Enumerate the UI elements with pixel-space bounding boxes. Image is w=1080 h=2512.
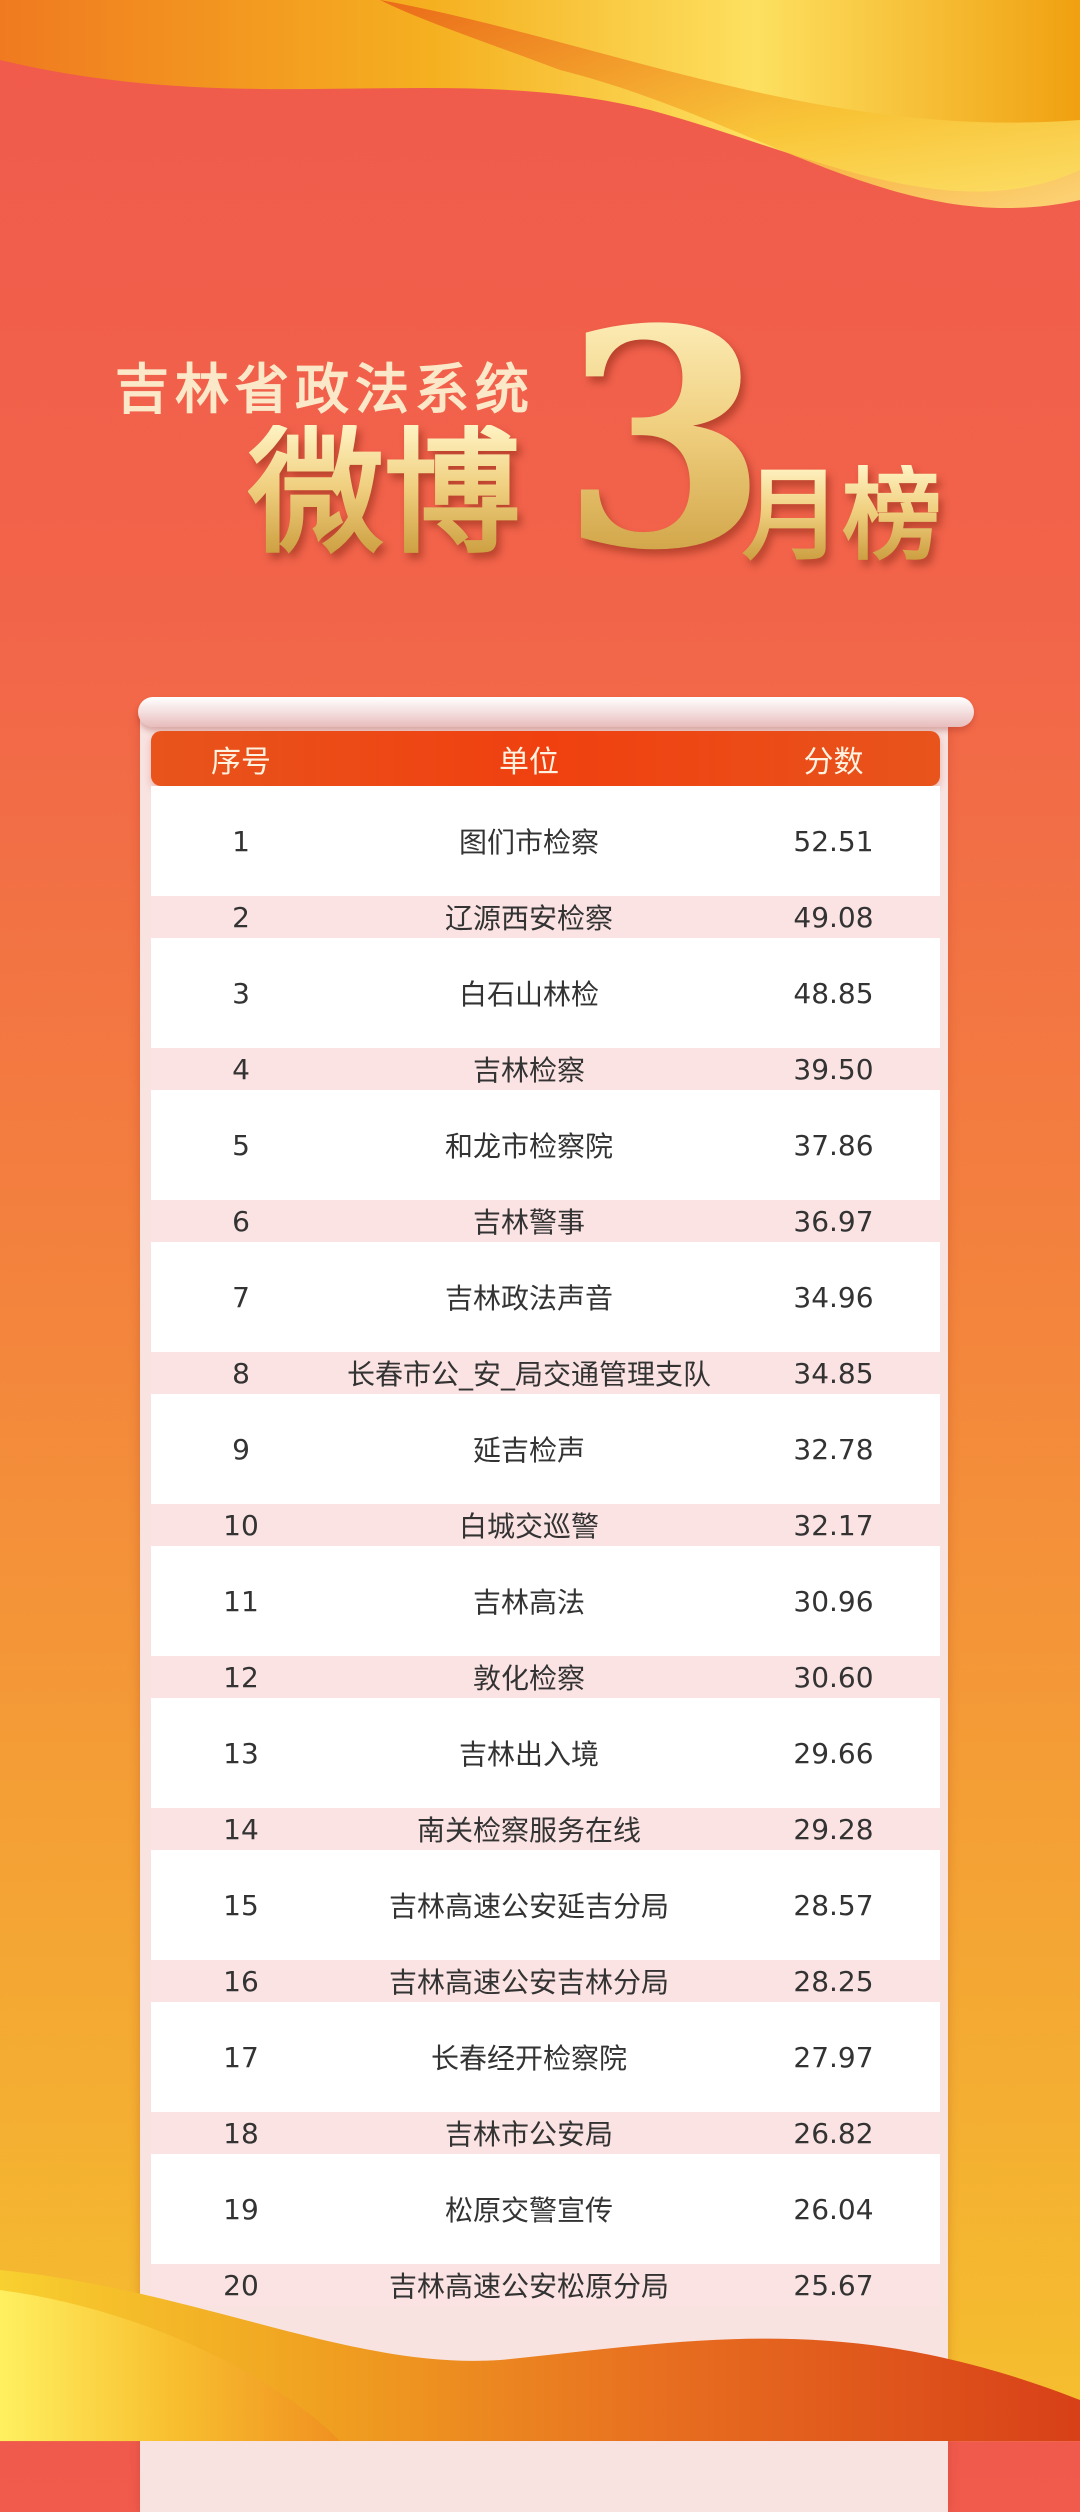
rank-cell: 15 bbox=[223, 1888, 259, 1922]
rank-cell: 8 bbox=[232, 1356, 250, 1390]
unit-cell: 敦化检察 bbox=[472, 1662, 585, 1695]
unit-cell: 白石山林检 bbox=[458, 978, 599, 1011]
rank-cell: 14 bbox=[223, 1812, 259, 1846]
unit-cell: 吉林高速公安延吉分局 bbox=[388, 1890, 669, 1923]
scroll-rod bbox=[138, 697, 974, 727]
score-cell: 27.97 bbox=[793, 2040, 874, 2074]
table-row: 17 长春经开检察院 27.97 bbox=[151, 2002, 940, 2112]
table-row: 15 吉林高速公安延吉分局 28.57 bbox=[151, 1850, 940, 1960]
score-cell: 28.57 bbox=[793, 1888, 874, 1922]
rank-cell: 11 bbox=[223, 1584, 259, 1618]
rank-cell: 17 bbox=[223, 2040, 259, 2074]
title-month-rank: 月榜 bbox=[742, 456, 942, 574]
unit-cell: 白城交巡警 bbox=[458, 1510, 599, 1543]
table-row: 7 吉林政法声音 34.96 bbox=[151, 1242, 940, 1352]
gold-ribbon-top bbox=[0, 0, 1080, 209]
table-row: 11 吉林高法 30.96 bbox=[151, 1546, 940, 1656]
rank-cell: 6 bbox=[232, 1204, 250, 1238]
table-header: 序号 单位 分数 bbox=[151, 731, 940, 786]
score-cell: 32.17 bbox=[793, 1508, 874, 1542]
unit-cell: 长春市公_安_局交通管理支队 bbox=[346, 1358, 711, 1391]
table-row: 19 松原交警宣传 26.04 bbox=[151, 2154, 940, 2264]
rank-cell: 7 bbox=[232, 1280, 250, 1314]
unit-cell: 吉林检察 bbox=[472, 1054, 585, 1087]
table-row: 3 白石山林检 48.85 bbox=[151, 938, 940, 1048]
score-cell: 29.28 bbox=[793, 1812, 874, 1846]
score-cell: 52.51 bbox=[793, 824, 874, 858]
unit-cell: 吉林高速公安松原分局 bbox=[388, 2270, 669, 2303]
rank-cell: 3 bbox=[232, 976, 250, 1010]
rank-cell: 4 bbox=[232, 1052, 250, 1086]
table-row: 6 吉林警事 36.97 bbox=[151, 1200, 940, 1242]
score-cell: 48.85 bbox=[793, 976, 874, 1010]
table-row: 2 辽源西安检察 49.08 bbox=[151, 896, 940, 938]
rank-cell: 12 bbox=[223, 1660, 259, 1694]
score-cell: 28.25 bbox=[793, 1964, 874, 1998]
rank-cell: 20 bbox=[223, 2268, 259, 2302]
table-row: 14 南关检察服务在线 29.28 bbox=[151, 1808, 940, 1850]
score-cell: 25.67 bbox=[793, 2268, 874, 2302]
rank-cell: 16 bbox=[223, 1964, 259, 1998]
unit-cell: 吉林高速公安吉林分局 bbox=[388, 1966, 669, 1999]
table-row: 1 图们市检察 52.51 bbox=[151, 786, 940, 896]
table-row: 16 吉林高速公安吉林分局 28.25 bbox=[151, 1960, 940, 2002]
rank-cell: 9 bbox=[232, 1432, 250, 1466]
unit-cell: 图们市检察 bbox=[458, 826, 599, 859]
score-cell: 34.85 bbox=[793, 1356, 874, 1390]
header-rank: 序号 bbox=[211, 744, 271, 780]
ranking-table: 序号 单位 分数 1 图们市检察 52.51 2 辽源西安检察 49.08 3 白石山林检 48… bbox=[151, 731, 940, 2306]
rank-cell: 19 bbox=[223, 2192, 259, 2226]
unit-cell: 吉林警事 bbox=[472, 1206, 585, 1239]
score-cell: 36.97 bbox=[793, 1204, 874, 1238]
table-row: 12 敦化检察 30.60 bbox=[151, 1656, 940, 1698]
rank-cell: 10 bbox=[223, 1508, 259, 1542]
rank-cell: 1 bbox=[232, 824, 250, 858]
table-row: 4 吉林检察 39.50 bbox=[151, 1048, 940, 1090]
score-cell: 26.04 bbox=[793, 2192, 874, 2226]
header-unit: 单位 bbox=[499, 744, 559, 780]
score-cell: 30.96 bbox=[793, 1584, 874, 1618]
title-month-number: 3 bbox=[560, 263, 769, 616]
rank-cell: 5 bbox=[232, 1128, 250, 1162]
score-cell: 39.50 bbox=[793, 1052, 874, 1086]
header-score: 分数 bbox=[803, 744, 864, 780]
rank-cell: 18 bbox=[223, 2116, 259, 2150]
unit-cell: 长春经开检察院 bbox=[430, 2042, 627, 2075]
gold-ribbon-bottom bbox=[0, 2270, 1080, 2441]
table-row: 18 吉林市公安局 26.82 bbox=[151, 2112, 940, 2154]
unit-cell: 辽源西安检察 bbox=[444, 902, 613, 935]
score-cell: 26.82 bbox=[793, 2116, 874, 2150]
score-cell: 49.08 bbox=[793, 900, 874, 934]
table-row: 9 延吉检声 32.78 bbox=[151, 1394, 940, 1504]
rank-cell: 2 bbox=[232, 900, 250, 934]
score-cell: 32.78 bbox=[793, 1432, 874, 1466]
score-cell: 34.96 bbox=[793, 1280, 874, 1314]
unit-cell: 松原交警宣传 bbox=[444, 2194, 613, 2227]
rank-cell: 13 bbox=[223, 1736, 259, 1770]
unit-cell: 延吉检声 bbox=[472, 1434, 585, 1467]
unit-cell: 吉林市公安局 bbox=[444, 2118, 613, 2151]
title-line1: 吉林省政法系统 bbox=[115, 358, 535, 421]
table-row: 10 白城交巡警 32.17 bbox=[151, 1504, 940, 1546]
unit-cell: 吉林政法声音 bbox=[444, 1282, 613, 1315]
score-cell: 30.60 bbox=[793, 1660, 874, 1694]
unit-cell: 吉林高法 bbox=[472, 1586, 585, 1619]
table-row: 13 吉林出入境 29.66 bbox=[151, 1698, 940, 1808]
table-row: 8 长春市公_安_局交通管理支队 34.85 bbox=[151, 1352, 940, 1394]
score-cell: 29.66 bbox=[793, 1736, 874, 1770]
unit-cell: 吉林出入境 bbox=[458, 1738, 599, 1771]
unit-cell: 和龙市检察院 bbox=[444, 1130, 613, 1163]
title-weibo: 微博 bbox=[248, 413, 520, 573]
table-row: 20 吉林高速公安松原分局 25.67 bbox=[151, 2264, 940, 2306]
table-row: 5 和龙市检察院 37.86 bbox=[151, 1090, 940, 1200]
score-cell: 37.86 bbox=[793, 1128, 874, 1162]
unit-cell: 南关检察服务在线 bbox=[416, 1814, 641, 1847]
